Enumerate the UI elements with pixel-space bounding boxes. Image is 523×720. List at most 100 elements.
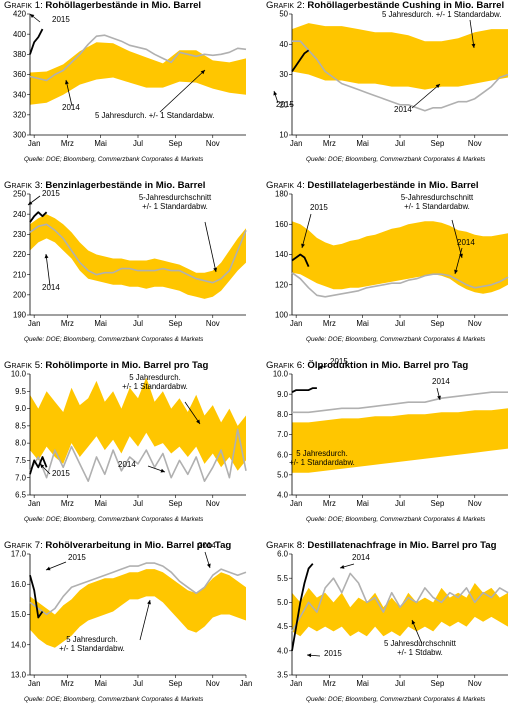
arrow-head [30, 14, 35, 19]
arrow-head [437, 395, 441, 400]
x-tick-label: Sep [430, 319, 445, 328]
x-tick-label: Mrz [323, 499, 336, 508]
chart-panel-g1: Grafik 1: Rohöllagerbestände in Mio. Bar… [0, 0, 261, 180]
x-tick-label: Mrz [61, 679, 74, 688]
band-area [30, 377, 246, 471]
arrow-head [471, 43, 476, 48]
y-tick-label: 8.5 [15, 421, 27, 430]
chart-panel-g2: Grafik 2: Rohöllagerbestände Cushing in … [262, 0, 523, 180]
x-tick-label: Sep [168, 319, 183, 328]
y-tick-label: 340 [13, 90, 27, 99]
y-tick-label: 9.0 [277, 390, 289, 399]
x-tick-label: Mrz [323, 679, 336, 688]
band-area [292, 23, 508, 90]
band-label: 5 Jahresdurch. +/- 1 Standardabw. [289, 449, 355, 467]
chart-number: Grafik 4: [266, 180, 308, 191]
chart-svg: 13.0 14.0 15.0 16.0 17.0 Jan Mrz Mai Jul Sep Nov Ja… [11, 541, 252, 688]
x-tick-label: Mrz [61, 139, 74, 148]
arrow-head [454, 269, 458, 274]
label-2014: 2014 [457, 238, 475, 247]
x-tick-label: Mai [356, 139, 369, 148]
chart-svg: 100 120 140 160 180 Jan Mrz Mai Jul Sep Nov 2015 201… [275, 190, 509, 328]
y-tick-label: 6.0 [277, 550, 289, 559]
annotation-arrow [301, 213, 312, 249]
source-note: Quelle: DOE; Bloomberg, Commerzbank Corp… [24, 336, 204, 343]
x-tick-label: Sep [168, 139, 183, 148]
y-tick-label: 140 [275, 250, 289, 259]
chart-panel-g4: Grafik 4: Destillatelagerbestände in Mio… [262, 180, 523, 360]
chart-svg: 3.5 4.0 4.5 5.0 5.5 6.0 Jan Mrz Mai Jul Sep Nov 2015… [277, 550, 509, 688]
chart-svg: 190 200 210 220 230 240 250 Jan Mrz Mai Jul Sep Nov 2… [13, 189, 247, 328]
label-2014: 2014 [118, 460, 136, 469]
arrow-head [411, 620, 416, 625]
band-area [292, 583, 508, 637]
x-tick-label: Mrz [61, 319, 74, 328]
y-tick-label: 5.0 [277, 470, 289, 479]
arrow-head [459, 253, 463, 258]
chart-title-text: Destillatenachfrage in Mio. Barrel pro T… [307, 540, 497, 551]
annotation-arrow [139, 599, 151, 641]
x-tick-label: Jul [133, 319, 143, 328]
y-tick-label: 20 [279, 100, 288, 109]
band-label: 5 Jahresdurchschnitt +/- 1 Stdabw. [384, 639, 457, 657]
series-2015-line [29, 574, 44, 619]
label-2015: 2015 [52, 469, 70, 478]
series-2015-line [29, 28, 44, 55]
chart-panel-g5: Grafik 5: Rohölimporte in Mio. Barrel pr… [0, 360, 261, 540]
source-note: Quelle: DOE; Bloomberg, Commerzbank Corp… [24, 516, 204, 523]
x-tick-label: Sep [168, 679, 183, 688]
y-tick-label: 7.0 [15, 473, 27, 482]
y-tick-label: 300 [13, 131, 27, 140]
chart-title-text: Rohölimporte in Mio. Barrel pro Tag [45, 360, 209, 371]
annotation-arrow [45, 253, 51, 287]
annotation-arrow [451, 219, 463, 259]
y-tick-label: 5.5 [277, 574, 289, 583]
arrow-head [200, 70, 205, 75]
y-tick-label: 200 [13, 290, 27, 299]
y-tick-label: 100 [275, 311, 289, 320]
chart-title: Grafik 3: Benzinlagerbestände in Mio. Ba… [4, 180, 205, 191]
arrow-head [307, 653, 312, 658]
y-tick-label: 380 [13, 50, 27, 59]
source-note: Quelle: DOE; Bloomberg, Commerzbank Corp… [24, 156, 204, 163]
y-tick-label: 8.0 [277, 410, 289, 419]
chart-panel-g7: Grafik 7: Rohölverarbeitung in Mio. Barr… [0, 540, 261, 720]
x-tick-label: Sep [430, 499, 445, 508]
x-tick-label: Nov [206, 139, 220, 148]
label-2014: 2014 [394, 105, 412, 114]
x-tick-label: Jan [28, 499, 41, 508]
chart-title: Grafik 4: Destillatelagerbestände in Mio… [266, 180, 479, 191]
y-tick-label: 190 [13, 311, 27, 320]
y-tick-label: 4.0 [277, 491, 289, 500]
band-label: 5 Jahresdurch. +/- 1 Standardabw. [122, 373, 188, 391]
arrow-head [160, 468, 165, 473]
chart-title-text: Ölproduktion in Mio. Barrel pro Tag [307, 360, 469, 371]
arrow-head [435, 84, 440, 89]
x-tick-label: Sep [430, 679, 445, 688]
band-area [30, 214, 246, 299]
y-tick-label: 9.0 [15, 404, 27, 413]
x-tick-label: Nov [206, 319, 220, 328]
series-2014-line [29, 428, 247, 482]
chart-number: Grafik 5: [4, 360, 46, 371]
chart-panel-g8: Grafik 8: Destillatenachfrage in Mio. Ba… [262, 540, 523, 720]
y-tick-label: 420 [13, 10, 27, 19]
y-tick-label: 360 [13, 70, 27, 79]
y-tick-label: 10 [279, 131, 288, 140]
series-2014-line [292, 391, 508, 414]
band-label: 5 Jahresdurch. +/- 1 Standardabw. [95, 111, 214, 120]
series-2014-line [29, 223, 247, 284]
y-tick-label: 180 [275, 190, 289, 199]
y-tick-label: 5.0 [277, 598, 289, 607]
y-tick-label: 220 [13, 250, 27, 259]
source-note: Quelle: DOE; Bloomberg, Commerzbank Corp… [306, 336, 486, 343]
arrow-head [28, 201, 33, 205]
label-2015: 2015 [324, 649, 342, 658]
chart-title: Grafik 8: Destillatenachfrage in Mio. Ba… [266, 540, 497, 551]
source-note: Quelle: DOE; Bloomberg, Commerzbank Corp… [306, 696, 486, 703]
y-tick-label: 4.5 [277, 622, 289, 631]
y-tick-label: 10.0 [11, 370, 27, 379]
arrow-head [213, 267, 218, 272]
source-note: Quelle: DOE; Bloomberg, Commerzbank Corp… [306, 156, 486, 163]
y-tick-label: 6.0 [277, 450, 289, 459]
